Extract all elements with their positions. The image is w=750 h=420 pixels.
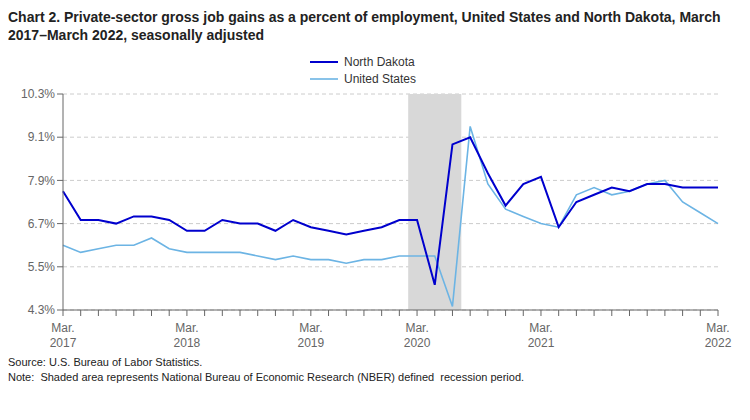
svg-text:Mar.2020: Mar.2020	[404, 321, 431, 350]
svg-text:Mar.2019: Mar.2019	[297, 321, 324, 350]
svg-text:7.9%: 7.9%	[28, 174, 56, 188]
svg-text:6.7%: 6.7%	[28, 217, 56, 231]
html-text:United States: United States	[344, 72, 416, 86]
svg-text:Mar.2017: Mar.2017	[50, 321, 77, 350]
svg-text:Mar.2022: Mar.2022	[705, 321, 732, 350]
svg-text:4.3%: 4.3%	[28, 303, 56, 317]
svg-text:10.3%: 10.3%	[21, 87, 55, 101]
html-text:Note: Shaded area represents N: Note: Shaded area represents National Bu…	[8, 371, 525, 383]
svg-text:5.5%: 5.5%	[28, 260, 56, 274]
svg-text:Mar.2018: Mar.2018	[174, 321, 201, 350]
html-text:Chart 2. Private-sector gross: Chart 2. Private-sector gross job gains …	[8, 9, 721, 43]
svg-text:9.1%: 9.1%	[28, 130, 56, 144]
html-text:Source: U.S. Bureau of Labor S: Source: U.S. Bureau of Labor Statistics.	[8, 356, 203, 368]
svg-text:Mar.2021: Mar.2021	[528, 321, 555, 350]
html-text:North Dakota: North Dakota	[344, 55, 415, 69]
